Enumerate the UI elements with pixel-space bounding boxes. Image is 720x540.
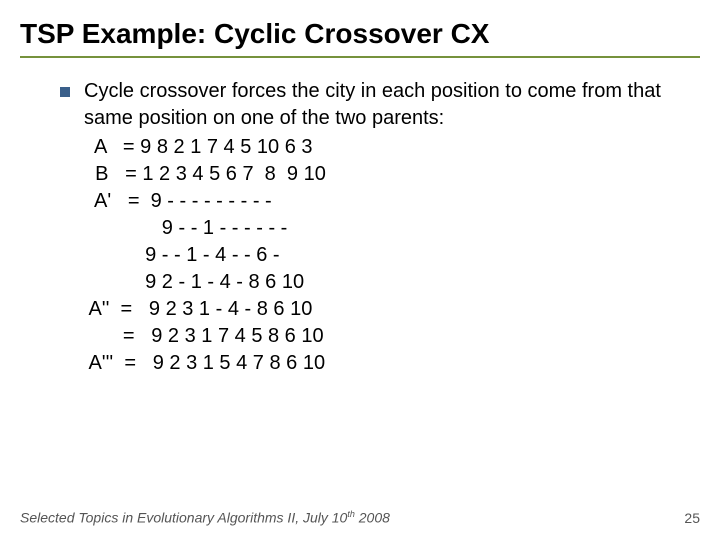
- footer-course: Selected Topics in Evolutionary Algorith…: [20, 509, 390, 526]
- code-line: 9 2 - 1 - 4 - 8 6 10: [84, 269, 700, 296]
- footer-year: 2008: [355, 510, 390, 526]
- content-area: Cycle crossover forces the city in each …: [60, 78, 700, 377]
- code-line: A' = 9 - - - - - - - - -: [84, 188, 700, 215]
- page-number: 25: [684, 510, 700, 526]
- code-line: A'' = 9 2 3 1 - 4 - 8 6 10: [84, 296, 700, 323]
- footer: Selected Topics in Evolutionary Algorith…: [20, 509, 700, 526]
- intro-text: Cycle crossover forces the city in each …: [84, 80, 661, 129]
- main-bullet-text: Cycle crossover forces the city in each …: [84, 78, 700, 377]
- slide-title: TSP Example: Cyclic Crossover CX: [20, 18, 700, 54]
- square-bullet-icon: [60, 87, 70, 97]
- code-line: A = 9 8 2 1 7 4 5 10 6 3: [84, 134, 700, 161]
- footer-text: Selected Topics in Evolutionary Algorith…: [20, 510, 347, 526]
- footer-suffix: th: [347, 509, 355, 519]
- code-line: A''' = 9 2 3 1 5 4 7 8 6 10: [84, 350, 700, 377]
- bullet-row: Cycle crossover forces the city in each …: [60, 78, 700, 377]
- code-line: 9 - - 1 - 4 - - 6 -: [84, 242, 700, 269]
- code-lines: A = 9 8 2 1 7 4 5 10 6 3 B = 1 2 3 4 5 6…: [84, 134, 700, 377]
- code-line: B = 1 2 3 4 5 6 7 8 9 10: [84, 161, 700, 188]
- code-line: 9 - - 1 - - - - - -: [84, 215, 700, 242]
- code-line: = 9 2 3 1 7 4 5 8 6 10: [84, 323, 700, 350]
- title-rule: [20, 56, 700, 58]
